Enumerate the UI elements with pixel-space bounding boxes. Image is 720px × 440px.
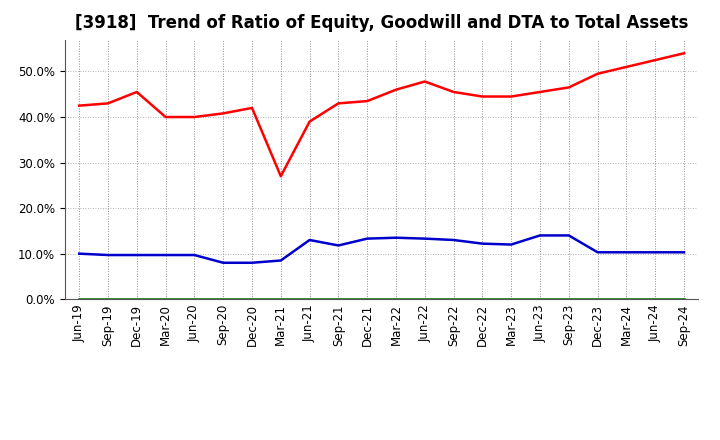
Goodwill [161,253,170,258]
Goodwill [190,253,199,258]
Equity [132,89,141,95]
Goodwill [248,260,256,265]
Goodwill [75,251,84,256]
Goodwill [507,242,516,247]
Deferred Tax Assets [449,296,458,301]
Equity [190,114,199,120]
Deferred Tax Assets [420,296,429,301]
Deferred Tax Assets [161,296,170,301]
Line: Equity: Equity [79,53,684,176]
Equity [305,119,314,124]
Goodwill [334,243,343,248]
Equity [593,71,602,77]
Goodwill [219,260,228,265]
Equity [420,79,429,84]
Goodwill [132,253,141,258]
Line: Goodwill: Goodwill [79,235,684,263]
Equity [75,103,84,108]
Goodwill [276,258,285,263]
Equity [651,58,660,63]
Equity [536,89,544,95]
Goodwill [363,236,372,241]
Goodwill [536,233,544,238]
Goodwill [392,235,400,240]
Equity [680,51,688,56]
Deferred Tax Assets [680,296,688,301]
Goodwill [449,237,458,242]
Deferred Tax Assets [132,296,141,301]
Equity [363,99,372,104]
Equity [564,85,573,90]
Equity [161,114,170,120]
Deferred Tax Assets [219,296,228,301]
Deferred Tax Assets [622,296,631,301]
Equity [334,101,343,106]
Deferred Tax Assets [305,296,314,301]
Equity [219,111,228,116]
Goodwill [593,249,602,255]
Deferred Tax Assets [334,296,343,301]
Deferred Tax Assets [593,296,602,301]
Deferred Tax Assets [507,296,516,301]
Goodwill [622,249,631,255]
Deferred Tax Assets [478,296,487,301]
Deferred Tax Assets [363,296,372,301]
Equity [478,94,487,99]
Deferred Tax Assets [75,296,84,301]
Deferred Tax Assets [564,296,573,301]
Title: [3918]  Trend of Ratio of Equity, Goodwill and DTA to Total Assets: [3918] Trend of Ratio of Equity, Goodwil… [75,15,688,33]
Goodwill [478,241,487,246]
Deferred Tax Assets [104,296,112,301]
Equity [507,94,516,99]
Goodwill [305,237,314,242]
Equity [449,89,458,95]
Deferred Tax Assets [248,296,256,301]
Equity [276,174,285,179]
Deferred Tax Assets [190,296,199,301]
Deferred Tax Assets [392,296,400,301]
Goodwill [680,249,688,255]
Goodwill [564,233,573,238]
Goodwill [104,253,112,258]
Equity [104,101,112,106]
Equity [248,105,256,110]
Deferred Tax Assets [276,296,285,301]
Deferred Tax Assets [536,296,544,301]
Deferred Tax Assets [651,296,660,301]
Equity [392,87,400,92]
Goodwill [420,236,429,241]
Equity [622,64,631,70]
Goodwill [651,249,660,255]
